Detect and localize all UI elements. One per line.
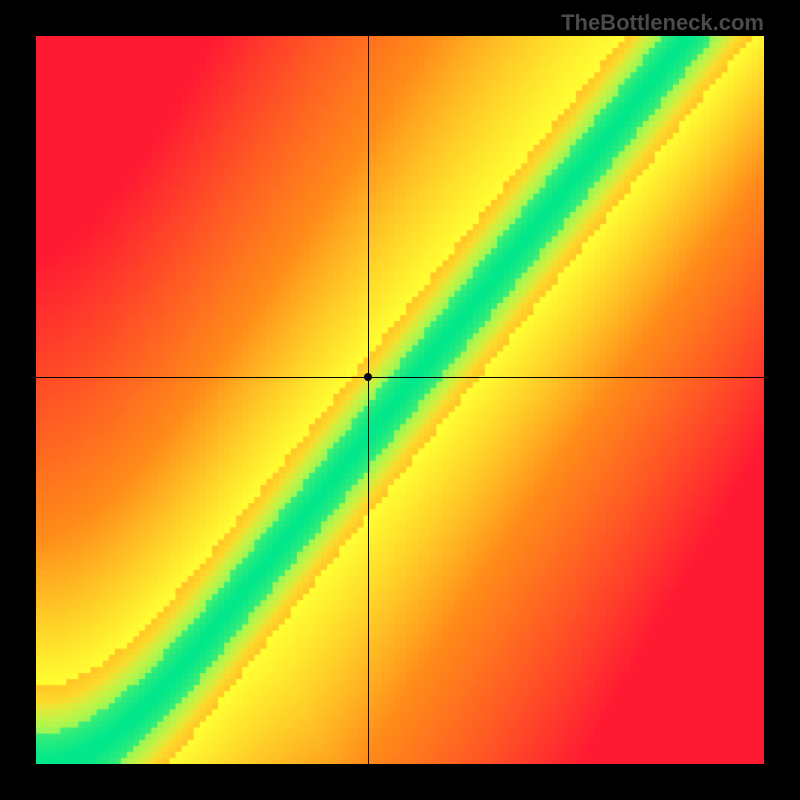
source-watermark: TheBottleneck.com <box>561 10 764 36</box>
heatmap-canvas <box>36 36 764 764</box>
chart-container <box>0 0 800 800</box>
crosshair-horizontal <box>36 377 764 378</box>
marker-dot <box>364 373 372 381</box>
crosshair-vertical <box>368 36 369 764</box>
